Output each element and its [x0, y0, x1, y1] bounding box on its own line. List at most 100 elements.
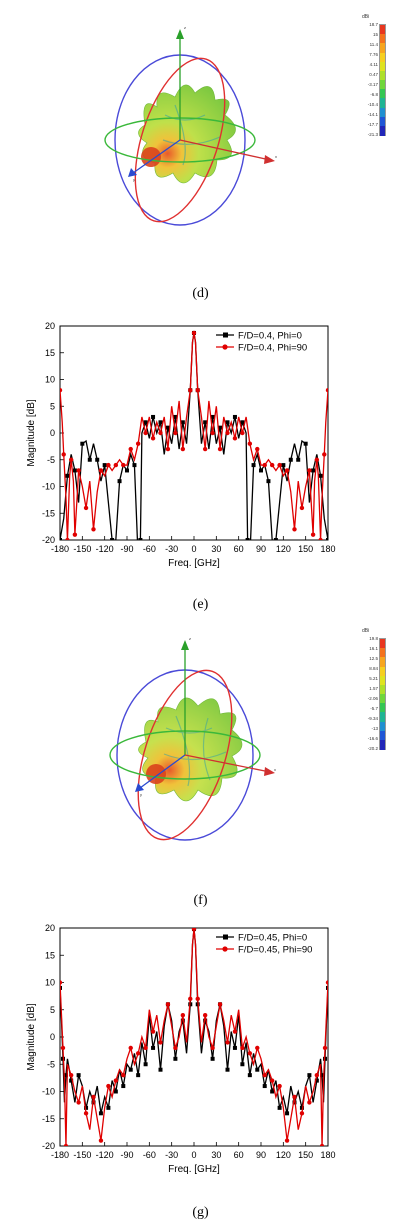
y-axis-label-f: y: [140, 792, 142, 797]
series-point: [277, 1105, 282, 1110]
series-point: [314, 457, 320, 462]
series-point: [128, 1067, 133, 1072]
series-point: [151, 1045, 156, 1050]
series-point: [72, 468, 77, 473]
series-point: [180, 420, 185, 425]
colorbar-segment: [380, 648, 385, 658]
x-tick-label: 90: [256, 544, 266, 554]
x-tick-label: 30: [211, 544, 221, 554]
series-point: [98, 468, 104, 473]
colorbar-segment: [380, 43, 385, 54]
series-point: [277, 462, 282, 468]
series-point: [91, 1094, 96, 1100]
series-point: [63, 1143, 69, 1146]
colorbar-segment: [380, 61, 385, 72]
colorbar-segment: [380, 675, 385, 686]
pattern-3d-f: z x y: [98, 630, 288, 855]
y-tick-label: 10: [45, 375, 55, 385]
pattern-3d-f-svg: z x y: [109, 636, 276, 841]
caption-g: (g): [192, 1205, 209, 1220]
caption-d: (d): [192, 286, 209, 301]
radiation-body-d: [138, 84, 236, 184]
y-tick-label: 15: [45, 348, 55, 358]
legend-marker: [222, 946, 228, 952]
series-point: [191, 330, 197, 336]
x-tick-label: -150: [73, 544, 91, 554]
series-point: [259, 468, 263, 473]
series-point: [285, 1111, 290, 1116]
x-tick-label: 60: [234, 544, 244, 554]
series-point: [60, 985, 62, 990]
x-axis-title: Freq. [GHz]: [168, 1164, 220, 1175]
series-point: [98, 1138, 104, 1143]
colorbar-f: dBi 19.8 16.1 12.5 8.84 5.21 1.57 -2.06 -5.7 -9.…: [362, 628, 397, 751]
x-tick-label: -30: [165, 544, 178, 554]
series-point: [251, 463, 256, 468]
series-point: [314, 1078, 319, 1083]
series-point: [110, 538, 115, 540]
series-point: [281, 463, 286, 468]
series-point: [288, 457, 293, 462]
colorbar-segment: [380, 739, 385, 750]
series-point: [210, 1056, 215, 1061]
series-point: [299, 1111, 305, 1116]
colorbar-f-ticks: 19.8 16.1 12.5 8.84 5.21 1.57 -2.06 -5.7 -9.34 -1…: [362, 636, 378, 751]
series-point: [232, 436, 238, 441]
series-point: [240, 1045, 245, 1051]
series-point: [210, 414, 215, 419]
y-tick-label: -15: [42, 1114, 55, 1124]
colorbar-tick-label: 12.5: [369, 655, 378, 661]
series-point: [325, 388, 328, 393]
series-point: [307, 468, 312, 473]
series-point: [113, 1089, 118, 1094]
colorbar-tick-label: -17.7: [367, 121, 378, 127]
colorbar-tick-label: 8.84: [369, 665, 378, 671]
series-point: [266, 479, 271, 484]
x-tick-label: -180: [51, 1150, 69, 1160]
x-axis-label-f: x: [274, 767, 276, 772]
series-point: [113, 462, 119, 468]
x-tick-label: -120: [96, 1150, 114, 1160]
series-point: [255, 446, 260, 452]
series-point: [135, 441, 141, 446]
colorbar-segment: [380, 80, 385, 90]
series-point: [173, 1045, 178, 1051]
series-point: [240, 420, 245, 425]
series-point: [307, 1100, 312, 1105]
colorbar-tick-label: -13: [371, 725, 378, 731]
series-point: [284, 468, 290, 473]
y-tick-label: 15: [45, 950, 55, 960]
colorbar-tick-label: 0.47: [369, 71, 378, 77]
legend-marker: [223, 332, 228, 338]
series-point: [158, 430, 163, 436]
series-point: [188, 388, 193, 393]
y-tick-label: -10: [42, 1087, 55, 1097]
legend-label: F/D=0.4, Phi=90: [238, 343, 307, 354]
colorbar-tick-label: -10.4: [367, 101, 378, 107]
colorbar-segment: [380, 721, 385, 732]
y-axis-arrow-d: [128, 168, 137, 177]
x-tick-label: -120: [96, 544, 114, 554]
x-tick-label: -30: [165, 1150, 178, 1160]
series-point: [247, 1073, 252, 1078]
y-axis-f: [139, 754, 186, 789]
x-tick-label: 60: [234, 1150, 244, 1160]
radiation-body-f: [138, 697, 243, 802]
series-point: [225, 420, 230, 425]
colorbar-tick-label: -6.8: [370, 91, 378, 97]
legend-label: F/D=0.45, Phi=0: [238, 933, 307, 944]
z-axis-label-f: z: [189, 636, 191, 641]
series-point: [292, 527, 297, 532]
series-point: [76, 1073, 81, 1078]
caption-e: (e): [192, 597, 209, 612]
series-point: [87, 457, 92, 462]
series-point: [106, 462, 111, 468]
series-point: [72, 532, 78, 537]
y-tick-label: 5: [50, 401, 55, 411]
x-tick-label: -150: [73, 1150, 91, 1160]
colorbar-segment: [380, 107, 385, 118]
series-point: [95, 457, 100, 462]
series-point: [191, 928, 197, 932]
series-point: [76, 1100, 81, 1105]
series-point: [165, 425, 170, 430]
